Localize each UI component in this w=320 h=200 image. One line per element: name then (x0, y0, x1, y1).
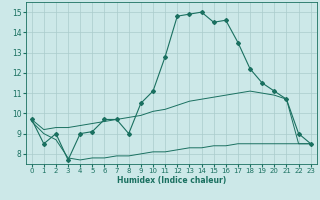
X-axis label: Humidex (Indice chaleur): Humidex (Indice chaleur) (116, 176, 226, 185)
